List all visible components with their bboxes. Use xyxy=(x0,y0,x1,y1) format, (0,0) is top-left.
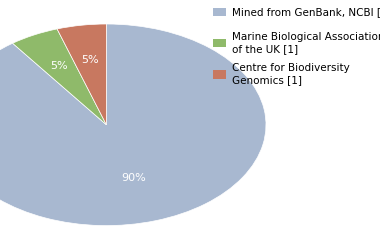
Text: of the UK [1]: of the UK [1] xyxy=(232,44,298,54)
Bar xyxy=(213,8,226,16)
Text: Genomics [1]: Genomics [1] xyxy=(232,75,302,85)
Wedge shape xyxy=(57,24,106,125)
Text: 90%: 90% xyxy=(121,173,146,183)
Text: 5%: 5% xyxy=(51,61,68,72)
Text: Mined from GenBank, NCBI [18]: Mined from GenBank, NCBI [18] xyxy=(232,7,380,17)
Wedge shape xyxy=(0,24,266,226)
Bar xyxy=(213,70,226,79)
Bar xyxy=(213,39,226,48)
Text: Centre for Biodiversity: Centre for Biodiversity xyxy=(232,63,350,73)
Text: Marine Biological Association: Marine Biological Association xyxy=(232,32,380,42)
Text: 5%: 5% xyxy=(81,55,99,65)
Wedge shape xyxy=(13,29,106,125)
